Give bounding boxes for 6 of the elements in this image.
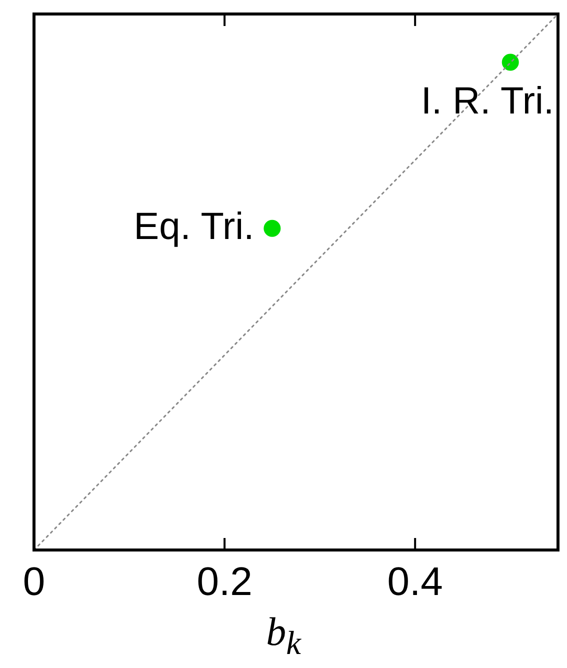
x-tick-label: 0 [22,560,46,604]
annotation: I. R. Tri. [421,80,554,123]
x-axis-title: b$_{k}$ [265,608,302,663]
x-tick-label: 0.2 [196,560,252,604]
x-tick-label: 0.4 [387,560,443,604]
annotation: Eq. Tri. [134,206,254,248]
